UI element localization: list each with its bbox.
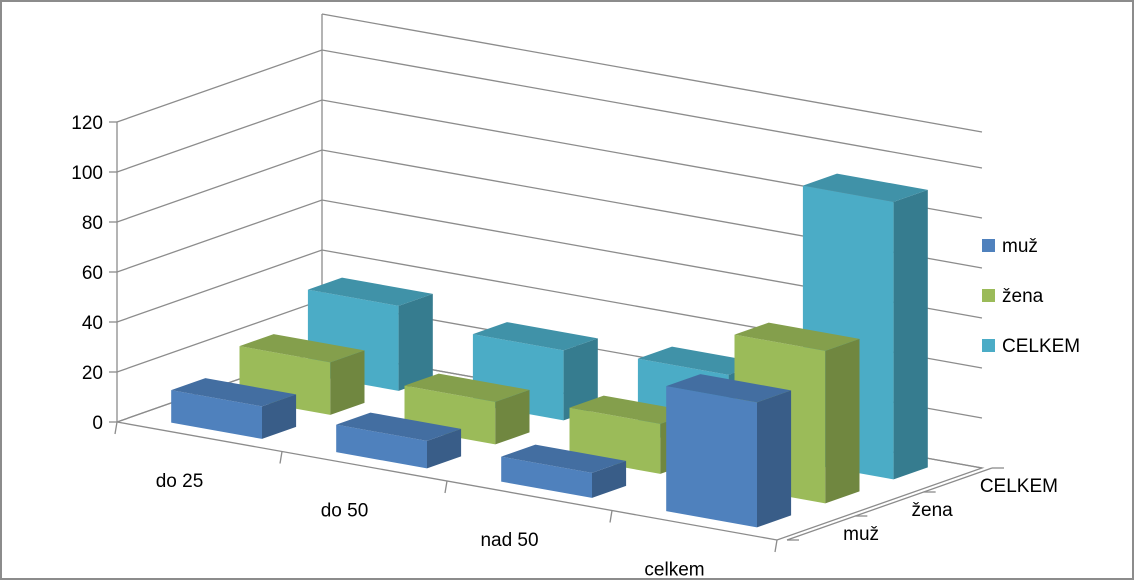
category-label: celkem <box>644 559 704 580</box>
bar-front <box>336 424 427 469</box>
category-label: do 50 <box>321 500 369 521</box>
bar-side <box>398 293 433 391</box>
legend-swatch <box>982 239 995 252</box>
bar-top <box>637 346 763 375</box>
bar-front <box>666 386 757 528</box>
bar-top <box>802 173 928 202</box>
bar-side <box>825 338 860 504</box>
bar-top <box>307 277 433 306</box>
series-label: CELKEM <box>980 476 1058 497</box>
legend: muž žena CELKEM <box>982 236 1080 357</box>
y-tick-label: 100 <box>71 163 103 184</box>
bar <box>501 444 627 498</box>
bar-side <box>330 350 365 415</box>
bar-front <box>501 456 592 498</box>
bar-side <box>262 394 297 439</box>
legend-label: muž <box>1002 236 1038 257</box>
x-axis: do 25 do 50 nad 50 celkem <box>114 421 778 580</box>
bar-top <box>501 444 627 473</box>
gridline <box>321 13 983 133</box>
legend-swatch <box>982 289 995 302</box>
y-tick-label: 60 <box>82 263 103 284</box>
x-tick <box>114 421 118 435</box>
gridline <box>116 199 983 319</box>
bar-side <box>893 189 928 480</box>
bar <box>171 378 297 439</box>
bar-top <box>239 334 365 363</box>
category-label: do 25 <box>156 471 204 492</box>
bar-side <box>563 338 598 421</box>
bar-top <box>404 373 530 402</box>
depth-axis: muž žena CELKEM <box>786 467 1058 545</box>
y-tick-label: 20 <box>82 363 103 384</box>
y-tick-label: 40 <box>82 313 103 334</box>
y-tick-label: 80 <box>82 213 103 234</box>
bar <box>404 373 530 445</box>
bar-side <box>427 428 462 469</box>
gridline <box>116 99 983 219</box>
bar-front <box>171 390 262 439</box>
bar-side <box>495 389 530 445</box>
bar-top <box>734 322 860 351</box>
depth-axis-line <box>786 467 993 541</box>
y-tick-label: 120 <box>71 113 103 134</box>
bar-top <box>472 322 598 351</box>
bars <box>171 173 928 528</box>
gridline <box>116 49 983 169</box>
bar-side <box>592 460 627 498</box>
x-tick <box>609 510 613 523</box>
bar-side <box>757 390 792 528</box>
bar-top <box>569 395 695 424</box>
series-label: žena <box>912 500 954 521</box>
category-label: nad 50 <box>480 530 538 551</box>
y-tick-label: 0 <box>92 413 103 434</box>
x-tick <box>279 451 283 464</box>
bar-top <box>336 412 462 441</box>
x-tick <box>774 539 778 553</box>
legend-swatch <box>982 339 995 352</box>
bar-top <box>666 374 792 403</box>
legend-label: CELKEM <box>1002 336 1080 357</box>
bar <box>666 374 792 528</box>
bar <box>336 412 462 469</box>
y-axis: 0 20 40 60 80 100 120 <box>71 113 118 434</box>
bar-top <box>171 378 297 407</box>
series-label: muž <box>843 524 879 545</box>
x-tick <box>444 480 448 494</box>
legend-label: žena <box>1002 286 1044 307</box>
gridline <box>116 149 983 269</box>
